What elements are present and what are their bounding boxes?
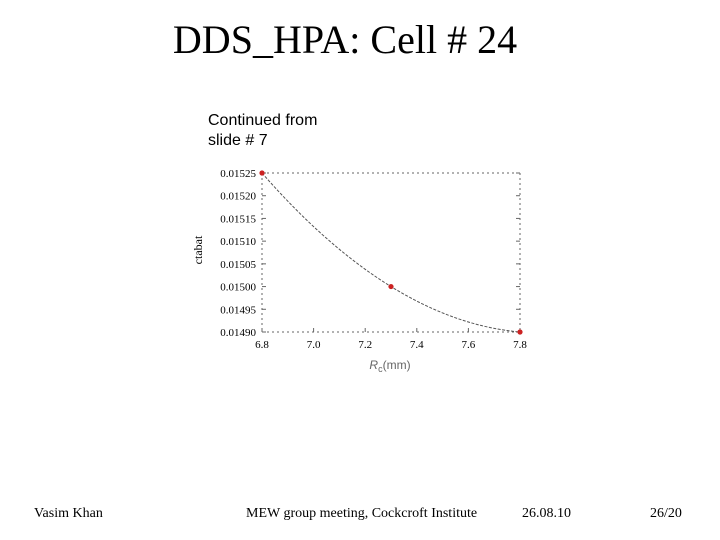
footer-author: Vasim Khan xyxy=(34,506,103,521)
footer-page-number: 26/20 xyxy=(650,506,682,521)
x-tick-label: 7.6 xyxy=(462,339,476,351)
y-axis-label: ctabat xyxy=(191,235,205,264)
data-point xyxy=(259,170,265,176)
plot-frame xyxy=(261,172,521,333)
y-tick-label: 0.01490 xyxy=(220,327,256,339)
continued-note-line1: Continued from xyxy=(208,112,318,129)
x-axis-label: Rc(mm) xyxy=(369,358,410,374)
data-point xyxy=(517,329,523,335)
series-points xyxy=(259,170,523,335)
series-curve xyxy=(261,172,521,333)
x-tick-label: 6.8 xyxy=(255,339,269,351)
y-tick-label: 0.01520 xyxy=(220,191,256,203)
y-tick-label: 0.01500 xyxy=(220,282,256,294)
y-tick-label: 0.01525 xyxy=(220,168,256,180)
y-tick-label: 0.01505 xyxy=(220,259,256,271)
footer-date: 26.08.10 xyxy=(522,506,571,521)
y-tick-label: 0.01510 xyxy=(220,236,256,248)
footer-event: MEW group meeting, Cockcroft Institute xyxy=(246,506,478,521)
x-tick-label: 7.8 xyxy=(513,339,527,351)
data-point xyxy=(388,283,394,290)
y-ticks: 0.01490 0.01495 0.01500 0.01505 0.01510 0.015… xyxy=(220,168,520,339)
x-ticks: 6.8 7.0 7.2 7.4 7.6 7.8 xyxy=(255,328,527,351)
y-tick-label: 0.01495 xyxy=(220,304,256,316)
x-tick-label: 7.0 xyxy=(307,339,321,351)
y-tick-label: 0.01515 xyxy=(220,213,256,225)
x-tick-label: 7.2 xyxy=(358,339,372,351)
continued-note-line2: slide # 7 xyxy=(208,132,268,149)
x-tick-label: 7.4 xyxy=(410,339,424,351)
slide-title: DDS_HPA: Cell # 24 xyxy=(172,17,518,62)
continued-note: Continued from slide # 7 xyxy=(208,111,368,151)
